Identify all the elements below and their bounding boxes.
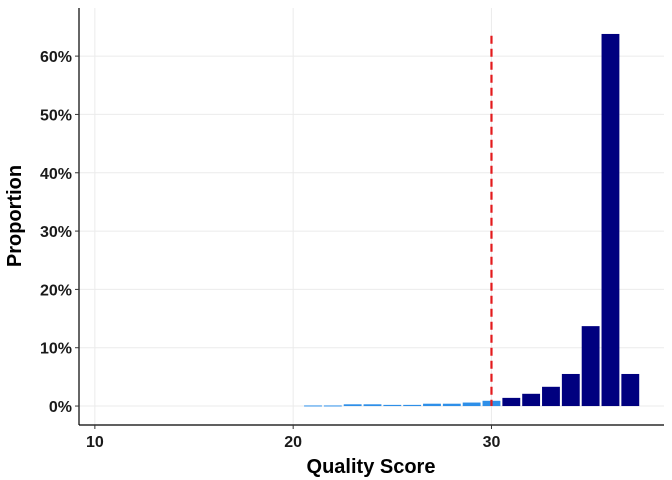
bar-q27 xyxy=(423,403,441,407)
bar-q33 xyxy=(542,386,560,407)
y-tick-label: 20% xyxy=(40,282,72,299)
x-tick-label: 20 xyxy=(284,434,302,451)
bar-q34 xyxy=(561,373,580,407)
bars xyxy=(304,33,640,407)
bar-q22 xyxy=(323,405,342,407)
bar-q32 xyxy=(522,393,541,407)
bar-q37 xyxy=(621,373,640,407)
x-tick-label: 10 xyxy=(86,434,104,451)
y-tick-label: 50% xyxy=(40,107,72,124)
x-tick-label: 30 xyxy=(483,434,501,451)
bar-q35 xyxy=(581,326,600,407)
axes xyxy=(75,8,664,429)
y-axis-title: Proportion xyxy=(4,165,26,267)
bar-q36 xyxy=(601,33,620,407)
bar-q28 xyxy=(442,403,461,407)
bar-q23 xyxy=(343,404,362,407)
x-tick-labels: 10 20 30 xyxy=(86,434,501,451)
y-tick-label: 10% xyxy=(40,341,72,358)
bar-q24 xyxy=(363,404,382,407)
bar-q26 xyxy=(403,404,422,407)
y-tick-labels: 0% 10% 20% 30% 40% 50% 60% xyxy=(40,49,72,416)
y-tick-label: 0% xyxy=(49,399,72,416)
bar-q29 xyxy=(462,402,481,407)
y-tick-label: 40% xyxy=(40,166,72,183)
y-tick-label: 60% xyxy=(40,49,72,66)
gridlines xyxy=(79,8,664,425)
x-axis-title: Quality Score xyxy=(307,456,436,478)
bar-q21 xyxy=(304,405,322,407)
bar-q31 xyxy=(502,397,521,407)
y-tick-label: 30% xyxy=(40,224,72,241)
bar-q25 xyxy=(383,404,402,407)
